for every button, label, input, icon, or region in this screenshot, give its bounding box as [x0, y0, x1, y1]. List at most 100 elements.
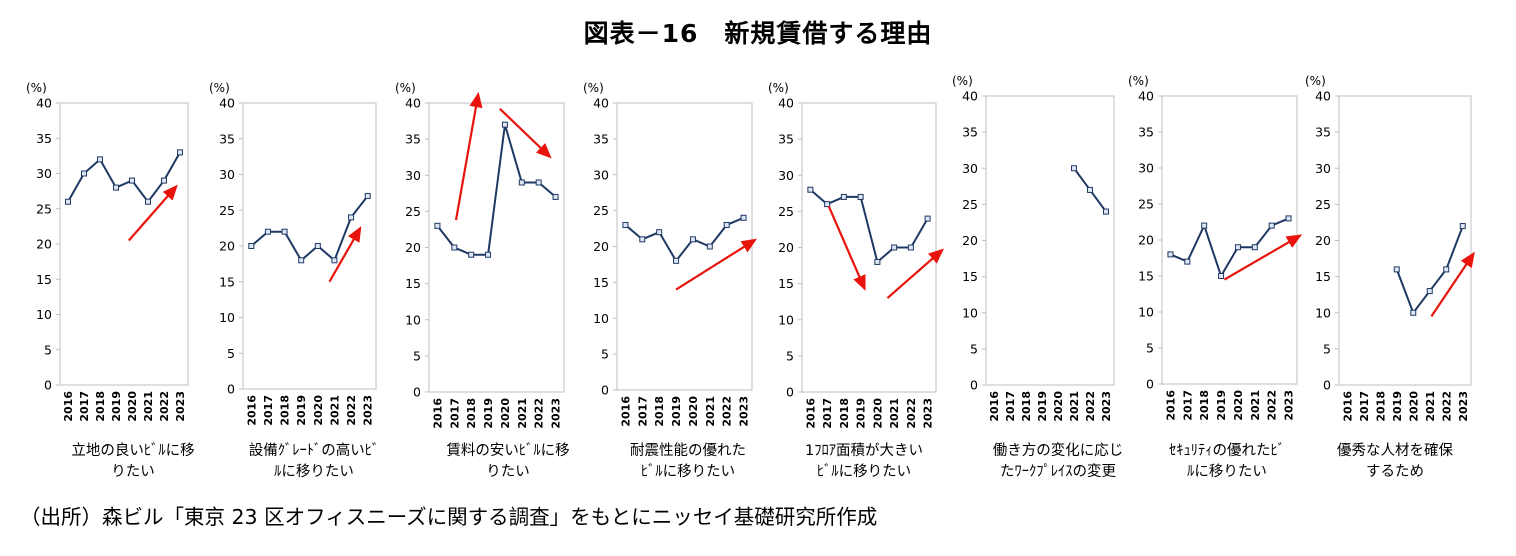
x-tick-label: 2020 — [499, 398, 512, 429]
y-tick-label: 0 — [601, 383, 609, 398]
data-point — [451, 244, 458, 251]
data-point — [1410, 309, 1417, 316]
y-tick-label: 15 — [778, 276, 794, 291]
data-point — [364, 192, 371, 199]
chart-caption: 設備ｸﾞﾚｰﾄﾞの高いﾋﾞ — [249, 442, 380, 459]
data-point — [1393, 266, 1400, 273]
data-point — [145, 198, 151, 205]
chart-caption: 1ﾌﾛｱ面積が大きい — [805, 442, 923, 459]
data-point — [501, 121, 508, 128]
trend-arrow-up — [1223, 234, 1303, 281]
y-tick-label: 35 — [593, 131, 609, 146]
trend-arrow-up — [675, 238, 758, 291]
plot-area-frame — [1161, 95, 1298, 385]
y-tick-label: 0 — [786, 385, 794, 400]
data-point — [1459, 223, 1466, 230]
x-tick-label: 2020 — [1407, 391, 1420, 422]
data-point — [552, 193, 559, 200]
data-point — [1285, 215, 1292, 222]
y-tick-label: 10 — [962, 305, 978, 320]
plot-area-frame — [801, 102, 937, 393]
y-tick-label: 40 — [219, 96, 235, 111]
y-tick-label: 5 — [227, 346, 235, 361]
chart-caption: 賃料の安いﾋﾞﾙに移 — [446, 442, 569, 459]
plot-area-frame — [59, 102, 189, 386]
data-point — [1234, 244, 1241, 251]
x-tick-label: 2018 — [94, 391, 107, 422]
x-tick-label: 2021 — [328, 395, 341, 426]
data-point — [857, 193, 864, 200]
data-point — [1268, 222, 1275, 229]
data-point — [97, 156, 103, 163]
x-tick-label: 2019 — [482, 398, 495, 429]
y-tick-label: 20 — [1315, 233, 1331, 248]
data-point — [1218, 273, 1225, 279]
y-unit-label: (%) — [209, 81, 230, 95]
x-tick-label: 2018 — [838, 398, 851, 429]
x-tick-label: 2016 — [245, 395, 258, 426]
data-point — [723, 221, 730, 228]
y-tick-label: 5 — [1146, 341, 1154, 356]
y-tick-label: 10 — [405, 312, 421, 327]
chart-panel-8: 0 5 10 15 20 25 30 35 40(%) 2016 2017 2018 2019 2020 2… — [1305, 74, 1475, 480]
x-tick-label: 2022 — [345, 395, 358, 426]
series-line — [1170, 217, 1289, 279]
y-tick-label: 35 — [219, 131, 235, 146]
y-unit-label: (%) — [952, 74, 973, 88]
y-tick-label: 35 — [778, 132, 794, 147]
x-tick-label: 2023 — [1457, 391, 1470, 422]
x-tick-label: 2022 — [158, 391, 171, 422]
x-tick-label: 2020 — [871, 398, 884, 429]
plot-area-frame — [616, 102, 753, 391]
y-tick-label: 30 — [36, 166, 52, 181]
y-unit-label: (%) — [583, 81, 604, 95]
data-point — [840, 193, 847, 200]
data-point — [518, 179, 525, 186]
y-tick-label: 30 — [405, 168, 421, 183]
y-tick-label: 25 — [962, 197, 978, 212]
y-tick-label: 10 — [1315, 305, 1331, 320]
data-point — [673, 257, 680, 264]
y-tick-label: 25 — [1315, 197, 1331, 212]
y-tick-label: 0 — [227, 382, 235, 397]
x-tick-label: 2017 — [1358, 391, 1371, 422]
trend-arrow-up — [127, 184, 178, 242]
trend-arrow-up — [886, 248, 945, 299]
data-point — [706, 243, 713, 250]
plot-area-frame — [985, 95, 1115, 386]
data-point — [129, 177, 135, 184]
data-point — [281, 228, 288, 235]
chart-caption: ﾋﾞﾙに移りたい — [817, 463, 911, 480]
data-point — [1201, 222, 1208, 229]
x-tick-label: 2022 — [1084, 391, 1097, 422]
chart-panel-3: 0 5 10 15 20 25 30 35 40(%) 2016 2017 2018 2019 2020 2… — [395, 81, 570, 480]
x-tick-label: 2023 — [738, 396, 751, 427]
data-point — [264, 228, 271, 235]
x-tick-label: 2023 — [922, 398, 935, 429]
x-tick-label: 2021 — [888, 398, 901, 429]
x-tick-label: 2016 — [431, 398, 444, 429]
data-point — [656, 229, 663, 236]
data-point — [1426, 288, 1433, 295]
series-line — [250, 195, 369, 262]
trend-arrow-up — [454, 91, 483, 221]
x-tick-label: 2019 — [295, 395, 308, 426]
x-tick-label: 2017 — [262, 395, 275, 426]
x-tick-label: 2023 — [1283, 390, 1296, 421]
y-tick-label: 40 — [36, 96, 52, 111]
y-tick-label: 20 — [36, 237, 52, 252]
data-point — [113, 184, 119, 191]
data-point — [807, 186, 814, 193]
x-tick-label: 2019 — [1036, 391, 1049, 422]
y-tick-label: 10 — [1138, 305, 1154, 320]
y-tick-label: 5 — [413, 348, 421, 363]
chart-panel-7: 0 5 10 15 20 25 30 35 40(%) 2016 2017 2018 2019 2020 2… — [1128, 74, 1303, 480]
data-point — [298, 257, 305, 264]
chart-caption: ﾋﾞﾙに移りたい — [641, 463, 735, 480]
x-tick-label: 2018 — [1198, 390, 1211, 421]
chart-panel-5: 0 5 10 15 20 25 30 35 40(%) 2016 2017 2018 2019 2020 2… — [768, 81, 945, 480]
series-line — [809, 188, 929, 264]
